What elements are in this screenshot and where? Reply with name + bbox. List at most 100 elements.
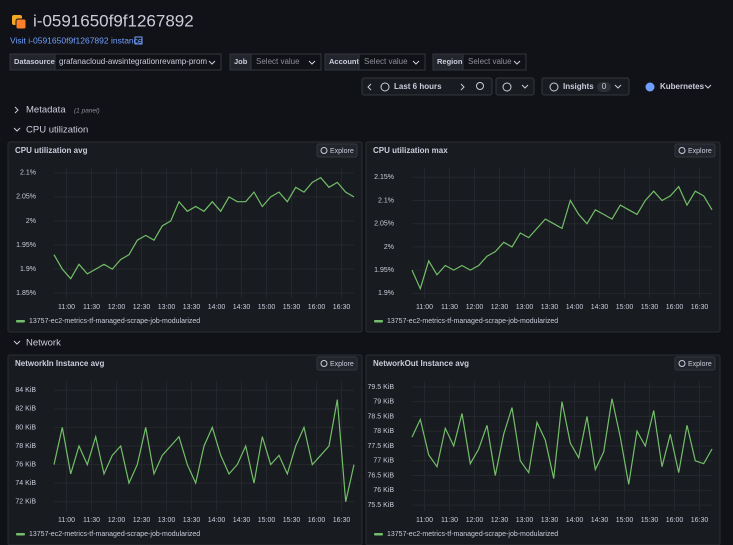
x-tick-label: 11:00: [58, 304, 75, 311]
x-tick-label: 15:30: [641, 517, 659, 524]
x-tick-label: 12:30: [491, 304, 509, 311]
explore-icon: [320, 147, 328, 154]
expand-icon[interactable]: [13, 340, 21, 345]
explore-button[interactable]: [316, 356, 358, 371]
external-icon: [134, 36, 143, 45]
x-tick-label: 14:30: [591, 304, 609, 311]
y-tick-label: 2.05%: [16, 194, 36, 201]
y-tick-label: 78.5 KiB: [368, 413, 395, 420]
x-tick-label: 13:30: [541, 304, 559, 311]
clock-icon: [380, 82, 390, 92]
panel-title: NetworkIn Instance avg: [15, 359, 104, 368]
x-tick-label: 16:30: [691, 304, 709, 311]
y-tick-label: 77 KiB: [373, 458, 394, 465]
zoom-out-icon[interactable]: [476, 82, 484, 90]
expand-icon[interactable]: [13, 127, 21, 132]
chevron: [308, 60, 316, 65]
panel: CPU utilization max Explore 1.9% 1.95% 2% 2.0…: [365, 141, 721, 333]
y-tick-label: 2.05%: [374, 221, 394, 228]
x-tick-label: 11:30: [441, 517, 458, 524]
x-tick-label: 15:30: [283, 304, 301, 311]
chevron: [513, 60, 521, 65]
y-tick-label: 2.1%: [378, 197, 394, 204]
y-tick-label: 76.5 KiB: [368, 472, 395, 479]
series-line: [53, 399, 355, 502]
filters: Datasource grafanacloud-awsintegrationre…: [9, 53, 527, 71]
datasource-name[interactable]: Kubernetes: [660, 82, 705, 91]
panel-frame: [7, 141, 363, 333]
x-tick-label: 12:30: [133, 304, 151, 311]
legend-swatch: [374, 320, 383, 323]
y-tick-label: 1.95%: [16, 242, 36, 249]
series-line: [53, 176, 355, 280]
y-tick-label: 77.5 KiB: [368, 443, 395, 450]
x-tick-label: 13:00: [516, 517, 534, 524]
explore-button[interactable]: [674, 143, 716, 158]
filter-select[interactable]: [462, 53, 527, 71]
collapse-icon[interactable]: [14, 106, 19, 114]
legend-label[interactable]: 13757-ec2-metrics-tf-managed-scrape-job-…: [387, 318, 558, 325]
x-tick-label: 12:30: [133, 517, 151, 524]
x-tick-label: 16:30: [333, 517, 351, 524]
time-range: Last 6 hours: [394, 82, 442, 91]
y-tick-label: 78 KiB: [373, 428, 394, 435]
insights-count: 0: [602, 82, 607, 91]
y-tick-label: 2%: [26, 218, 36, 225]
panel-frame: [365, 141, 721, 333]
refresh-button[interactable]: [495, 77, 535, 96]
x-tick-label: 11:30: [83, 517, 100, 524]
legend-swatch: [16, 533, 25, 536]
time-picker[interactable]: [361, 77, 493, 96]
explore-button[interactable]: [674, 356, 716, 371]
x-tick-label: 12:00: [466, 304, 484, 311]
y-tick-label: 79 KiB: [373, 399, 394, 406]
x-tick-label: 13:30: [541, 517, 559, 524]
filter-select[interactable]: [54, 53, 222, 71]
x-tick-label: 14:30: [591, 517, 609, 524]
row-title[interactable]: CPU utilization: [26, 125, 88, 136]
series-line: [411, 398, 713, 485]
y-tick-label: 1.95%: [374, 267, 394, 274]
legend-label[interactable]: 13757-ec2-metrics-tf-managed-scrape-job-…: [387, 531, 558, 538]
legend-label[interactable]: 13757-ec2-metrics-tf-managed-scrape-job-…: [29, 318, 200, 325]
x-tick-label: 16:30: [333, 304, 351, 311]
panel-title: CPU utilization avg: [15, 146, 88, 155]
explore-button[interactable]: [316, 143, 358, 158]
next-icon[interactable]: [460, 83, 465, 91]
y-tick-label: 79.5 KiB: [368, 384, 395, 391]
filter-value: Select value: [468, 57, 512, 66]
page-title: i-0591650f9f1267892: [33, 11, 194, 30]
toolbar: Last 6 hours Insights 0 Kubernetes: [361, 77, 712, 96]
x-tick-label: 13:00: [158, 304, 176, 311]
filter-label: Datasource: [14, 57, 55, 66]
icon: [15, 18, 27, 30]
x-tick-label: 15:00: [258, 517, 276, 524]
explore-label: Explore: [688, 361, 712, 368]
y-tick-label: 75.5 KiB: [368, 502, 395, 509]
panel-frame: [365, 354, 721, 545]
filter-label: Region: [437, 57, 463, 66]
row-title[interactable]: Metadata: [26, 105, 66, 116]
x-tick-label: 15:00: [616, 517, 634, 524]
row-note: (1 panel): [74, 108, 100, 115]
datasource-icon: [645, 82, 655, 92]
x-tick-label: 12:30: [491, 517, 509, 524]
instance-link[interactable]: Visit i-0591650f9f1267892 instance: [10, 35, 143, 45]
filter-label: Job: [234, 57, 248, 66]
x-tick-label: 16:00: [666, 517, 684, 524]
prev-icon[interactable]: [367, 83, 372, 91]
x-tick-label: 14:30: [233, 304, 251, 311]
panel-title: NetworkOut Instance avg: [373, 359, 469, 368]
filter-select[interactable]: [358, 53, 426, 71]
badge: [597, 82, 611, 92]
x-tick-label: 15:00: [616, 304, 634, 311]
x-tick-label: 14:00: [566, 517, 584, 524]
x-tick-label: 11:00: [416, 304, 433, 311]
refresh-icon: [502, 82, 512, 92]
filter-select[interactable]: [250, 53, 322, 71]
explore-icon: [678, 360, 686, 367]
row-title[interactable]: Network: [26, 338, 61, 349]
legend-label[interactable]: 13757-ec2-metrics-tf-managed-scrape-job-…: [29, 531, 200, 538]
chevron: [614, 84, 622, 89]
